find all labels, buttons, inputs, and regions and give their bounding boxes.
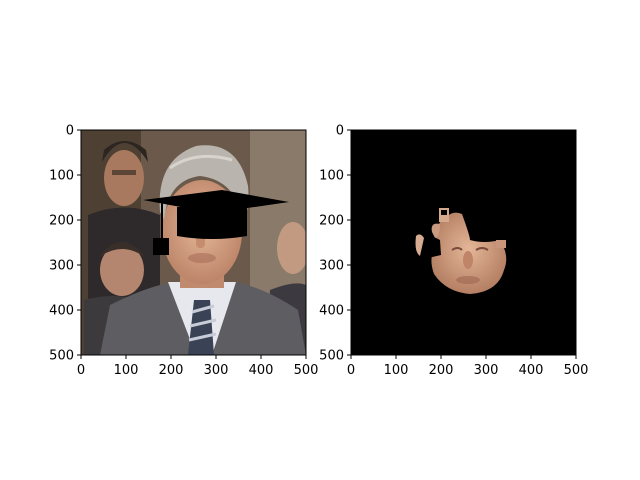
- right-x-tick-label: 200: [429, 363, 454, 378]
- left-x-tick-label: 500: [294, 363, 319, 378]
- right-x-tick-label: 500: [564, 363, 589, 378]
- right-y-tick-label: 500: [319, 349, 344, 364]
- main-subject: [100, 145, 306, 355]
- right-y-tick-label: 200: [319, 214, 344, 229]
- graduation-cap: [143, 190, 289, 255]
- cap-board: [143, 190, 289, 213]
- left-x-tick-label: 100: [114, 363, 139, 378]
- necktie: [188, 300, 214, 355]
- right-x-tick-label: 400: [519, 363, 544, 378]
- right-y-tick-label: 100: [319, 169, 344, 184]
- photo-panel: [81, 130, 306, 355]
- left-x-tick-label: 200: [159, 363, 184, 378]
- right-y-tick-label: 300: [319, 259, 344, 274]
- left-axes-frame: [80, 129, 307, 356]
- right-axes-frame: [350, 129, 577, 356]
- segmented-face: [415, 208, 507, 294]
- left-x-tick-label: 300: [204, 363, 229, 378]
- left-y-tick-label: 400: [49, 304, 74, 319]
- mask-panel: [351, 130, 576, 355]
- left-y-tick-label: 500: [49, 349, 74, 364]
- left-y-tick-label: 200: [49, 214, 74, 229]
- left-x-tick-label: 400: [249, 363, 274, 378]
- cap-crown: [177, 207, 247, 239]
- left-y-tick-label: 0: [66, 124, 74, 139]
- cap-tassel: [153, 238, 169, 255]
- hair: [159, 145, 249, 222]
- right-y-tick-label: 400: [319, 304, 344, 319]
- right-x-tick-label: 300: [474, 363, 499, 378]
- right-x-tick-label: 0: [347, 363, 355, 378]
- right-x-tick-label: 100: [384, 363, 409, 378]
- left-y-tick-label: 300: [49, 259, 74, 274]
- right-y-tick-label: 0: [336, 124, 344, 139]
- left-y-tick-label: 100: [49, 169, 74, 184]
- left-x-tick-label: 0: [77, 363, 85, 378]
